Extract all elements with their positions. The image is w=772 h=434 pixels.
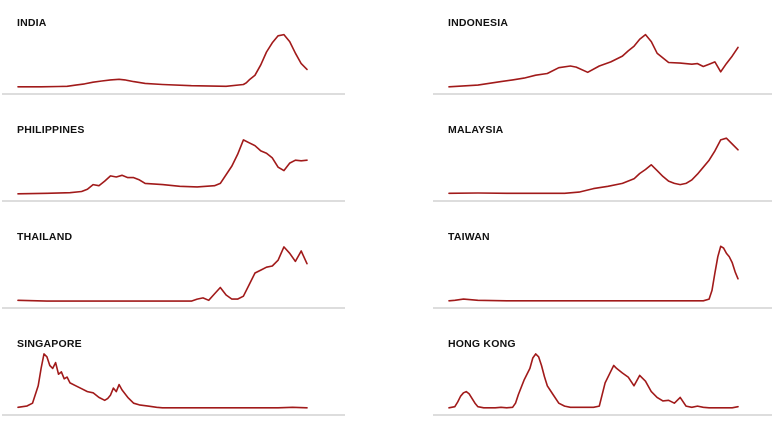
panel-title: INDONESIA <box>448 17 509 29</box>
series-line <box>17 139 308 195</box>
series-line <box>448 33 739 88</box>
malaysia-line-chart <box>433 137 772 202</box>
panel-singapore: SINGAPORE <box>2 329 352 433</box>
series-line <box>17 246 308 302</box>
panel-thailand: THAILAND <box>2 222 352 326</box>
panel-malaysia: MALAYSIA <box>433 115 772 219</box>
panel-india: INDIA <box>2 8 352 112</box>
panel-title: HONG KONG <box>448 338 516 350</box>
panel-philippines: PHILIPPINES <box>2 115 352 219</box>
series-line <box>17 33 308 88</box>
singapore-line-chart <box>2 353 345 416</box>
panel-indonesia: INDONESIA <box>433 8 772 112</box>
panel-title: THAILAND <box>17 231 73 243</box>
philippines-line-chart <box>2 139 345 202</box>
indonesia-line-chart <box>433 33 772 95</box>
series-line <box>448 245 739 302</box>
taiwan-line-chart <box>433 245 772 309</box>
panel-title: SINGAPORE <box>17 338 82 350</box>
panel-title: INDIA <box>17 17 47 29</box>
series-line <box>448 353 739 409</box>
thailand-line-chart <box>2 246 345 309</box>
india-line-chart <box>2 33 345 95</box>
series-line <box>17 353 308 409</box>
panel-title: MALAYSIA <box>448 124 504 136</box>
series-line <box>448 137 739 195</box>
panel-title: TAIWAN <box>448 231 490 243</box>
hong-kong-line-chart <box>433 353 772 416</box>
panel-hong-kong: HONG KONG <box>433 329 772 433</box>
panel-taiwan: TAIWAN <box>433 222 772 326</box>
panel-title: PHILIPPINES <box>17 124 85 136</box>
